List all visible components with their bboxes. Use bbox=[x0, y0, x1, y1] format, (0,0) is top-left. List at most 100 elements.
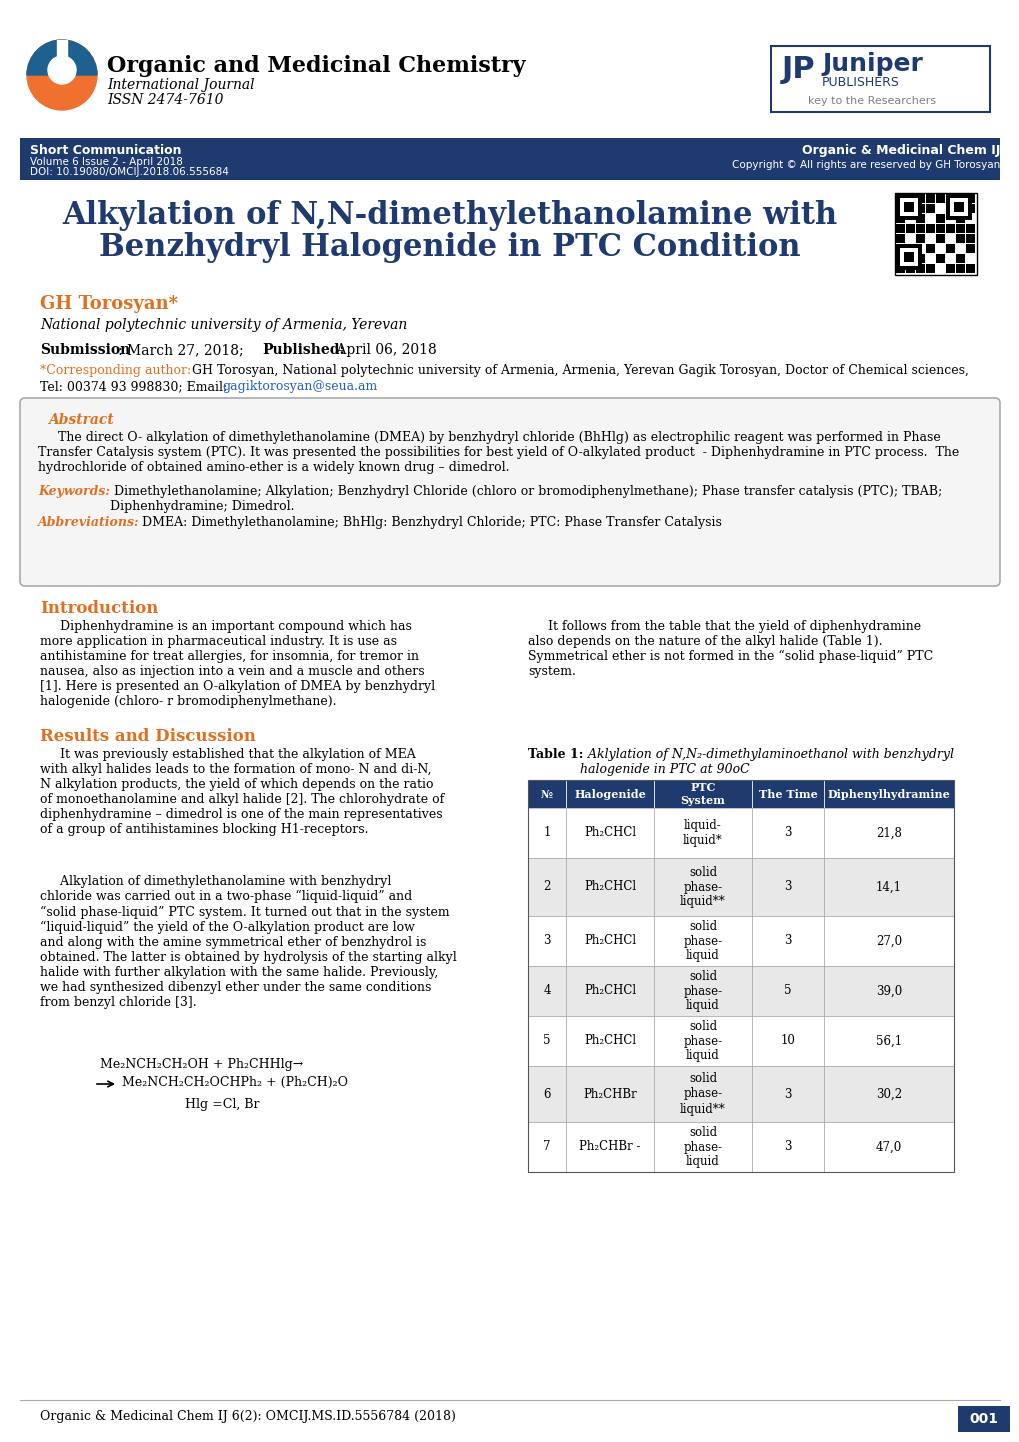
Bar bbox=[20, 138, 999, 180]
Text: Diphenylhydramine: Diphenylhydramine bbox=[826, 789, 950, 799]
Bar bbox=[905, 203, 914, 213]
Bar bbox=[955, 213, 964, 224]
Text: 4: 4 bbox=[543, 985, 550, 998]
Bar bbox=[528, 858, 566, 916]
Bar bbox=[915, 213, 924, 224]
Bar bbox=[566, 808, 653, 858]
Bar bbox=[935, 254, 944, 262]
Bar bbox=[957, 1406, 1009, 1432]
Bar bbox=[955, 195, 964, 203]
Text: DOI: 10.19080/OMCIJ.2018.06.555684: DOI: 10.19080/OMCIJ.2018.06.555684 bbox=[30, 167, 228, 177]
Bar bbox=[566, 780, 653, 808]
Bar bbox=[945, 195, 954, 203]
Text: GH Torosyan*: GH Torosyan* bbox=[40, 296, 178, 313]
Text: 3: 3 bbox=[784, 881, 791, 894]
Wedge shape bbox=[26, 40, 97, 75]
Bar bbox=[905, 264, 914, 273]
Bar bbox=[823, 858, 953, 916]
Text: 3: 3 bbox=[784, 1087, 791, 1100]
Text: 10: 10 bbox=[780, 1034, 795, 1047]
Text: Tel: 00374 93 998830; Email:: Tel: 00374 93 998830; Email: bbox=[40, 381, 231, 394]
Bar bbox=[945, 244, 954, 252]
Text: 6: 6 bbox=[543, 1087, 550, 1100]
Text: gagiktorosyan@seua.am: gagiktorosyan@seua.am bbox=[222, 381, 377, 394]
Bar bbox=[899, 198, 917, 216]
Text: 56,1: 56,1 bbox=[875, 1034, 901, 1047]
Text: Benzhydryl Halogenide in PTC Condition: Benzhydryl Halogenide in PTC Condition bbox=[99, 232, 800, 262]
Text: ISSN 2474-7610: ISSN 2474-7610 bbox=[107, 92, 223, 107]
Bar bbox=[915, 203, 924, 213]
Text: solid
phase-
liquid**: solid phase- liquid** bbox=[680, 1073, 726, 1116]
Bar bbox=[566, 966, 653, 1017]
Bar bbox=[653, 1066, 751, 1122]
Text: Ph₂CHBr: Ph₂CHBr bbox=[583, 1087, 636, 1100]
Circle shape bbox=[26, 40, 97, 110]
Text: Ph₂CHBr -: Ph₂CHBr - bbox=[579, 1141, 640, 1154]
Text: GH Torosyan, National polytechnic university of Armenia, Armenia, Yerevan Gagik : GH Torosyan, National polytechnic univer… bbox=[192, 363, 968, 376]
Text: Organic & Medicinal Chem IJ: Organic & Medicinal Chem IJ bbox=[801, 144, 999, 157]
Bar bbox=[895, 195, 904, 203]
Text: PUBLISHERS: PUBLISHERS bbox=[821, 76, 899, 89]
Text: Ph₂CHCl: Ph₂CHCl bbox=[583, 985, 636, 998]
Text: 3: 3 bbox=[784, 826, 791, 839]
Bar bbox=[925, 224, 934, 234]
Bar bbox=[935, 234, 944, 244]
Text: Organic and Medicinal Chemistry: Organic and Medicinal Chemistry bbox=[107, 55, 525, 76]
Bar bbox=[751, 1122, 823, 1172]
Bar bbox=[955, 234, 964, 244]
Bar bbox=[895, 234, 904, 244]
Text: The direct O- alkylation of dimethylethanolamine (DMEA) by benzhydryl chloride (: The direct O- alkylation of dimethyletha… bbox=[38, 431, 958, 474]
Text: solid
phase-
liquid**: solid phase- liquid** bbox=[680, 865, 726, 908]
Text: Submission: Submission bbox=[40, 343, 130, 358]
Bar bbox=[935, 195, 944, 203]
Bar bbox=[823, 916, 953, 966]
Bar bbox=[528, 1066, 566, 1122]
Bar bbox=[915, 234, 924, 244]
Bar bbox=[823, 966, 953, 1017]
Bar bbox=[915, 264, 924, 273]
Bar bbox=[895, 264, 904, 273]
Bar bbox=[965, 224, 974, 234]
Bar bbox=[965, 234, 974, 244]
Bar bbox=[566, 858, 653, 916]
Bar bbox=[528, 1122, 566, 1172]
Bar bbox=[925, 244, 934, 252]
Bar bbox=[528, 780, 566, 808]
Bar bbox=[965, 244, 974, 252]
Bar bbox=[566, 1017, 653, 1066]
Bar bbox=[751, 858, 823, 916]
Bar bbox=[935, 224, 944, 234]
Text: Alkylation of N,N-dimethylethanolamine with: Alkylation of N,N-dimethylethanolamine w… bbox=[62, 200, 837, 231]
Bar bbox=[925, 203, 934, 213]
Text: JP: JP bbox=[782, 55, 815, 84]
Bar bbox=[528, 1017, 566, 1066]
Bar bbox=[653, 916, 751, 966]
Text: Me₂NCH₂CH₂OCHPh₂ + (Ph₂CH)₂O: Me₂NCH₂CH₂OCHPh₂ + (Ph₂CH)₂O bbox=[122, 1076, 347, 1089]
Bar bbox=[528, 780, 953, 1172]
Bar bbox=[905, 224, 914, 234]
Text: Short Communication: Short Communication bbox=[30, 144, 181, 157]
Text: Volume 6 Issue 2 - April 2018: Volume 6 Issue 2 - April 2018 bbox=[30, 157, 182, 167]
Bar bbox=[945, 264, 954, 273]
Bar bbox=[57, 40, 67, 61]
Text: 001: 001 bbox=[968, 1412, 998, 1426]
Bar bbox=[653, 1122, 751, 1172]
Text: 30,2: 30,2 bbox=[875, 1087, 901, 1100]
Text: 27,0: 27,0 bbox=[875, 934, 901, 947]
Text: 21,8: 21,8 bbox=[875, 826, 901, 839]
Text: 39,0: 39,0 bbox=[875, 985, 901, 998]
Bar bbox=[751, 780, 823, 808]
Text: Aklylation of N,N₂-dimethylaminoethanol with benzhydryl
halogenide in PTC at 90o: Aklylation of N,N₂-dimethylaminoethanol … bbox=[580, 748, 953, 776]
Text: Diphenhydramine is an important compound which has
more application in pharmaceu: Diphenhydramine is an important compound… bbox=[40, 620, 435, 708]
Text: Juniper: Juniper bbox=[821, 52, 922, 76]
Bar bbox=[528, 916, 566, 966]
Text: solid
phase-
liquid: solid phase- liquid bbox=[683, 1019, 721, 1063]
Text: 3: 3 bbox=[784, 1141, 791, 1154]
Bar bbox=[945, 195, 971, 221]
Text: 5: 5 bbox=[784, 985, 791, 998]
Bar bbox=[823, 808, 953, 858]
Bar bbox=[955, 224, 964, 234]
Text: solid
phase-
liquid: solid phase- liquid bbox=[683, 1126, 721, 1168]
Text: 1: 1 bbox=[543, 826, 550, 839]
Text: The Time: The Time bbox=[758, 789, 816, 799]
